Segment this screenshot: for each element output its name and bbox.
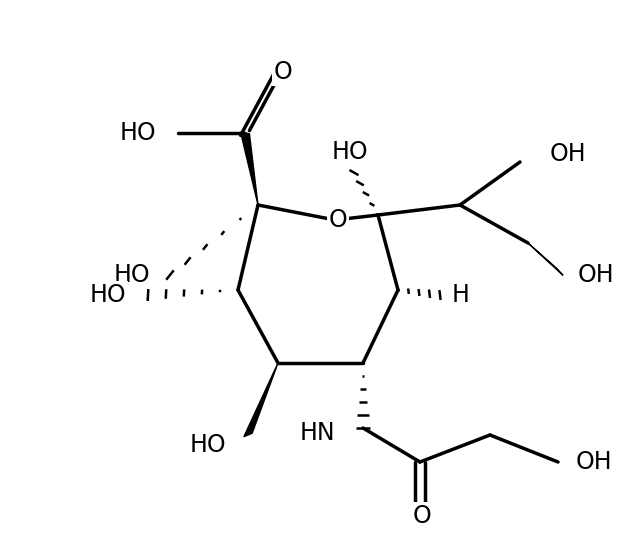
Text: HO: HO (120, 121, 156, 145)
Polygon shape (528, 243, 563, 275)
Text: OH: OH (550, 142, 587, 166)
Polygon shape (241, 132, 258, 205)
Text: H: H (452, 283, 470, 307)
Text: O: O (274, 60, 292, 84)
Text: HO: HO (113, 263, 150, 287)
Text: O: O (413, 504, 431, 528)
Text: OH: OH (578, 263, 614, 287)
Text: OH: OH (576, 450, 612, 474)
Text: HO: HO (90, 283, 126, 307)
Polygon shape (244, 363, 278, 437)
Text: HO: HO (332, 140, 368, 164)
Text: HN: HN (300, 421, 335, 445)
Text: O: O (328, 208, 348, 232)
Text: HO: HO (189, 433, 226, 457)
